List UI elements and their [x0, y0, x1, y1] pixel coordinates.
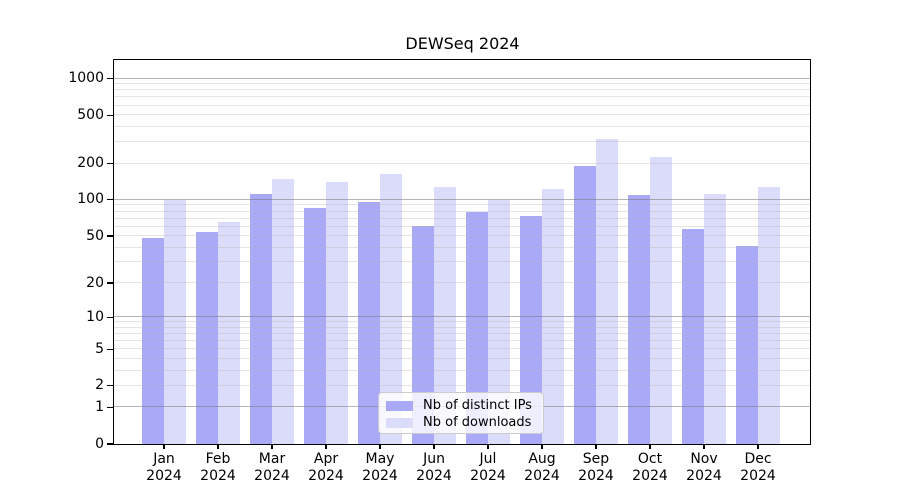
x-tick: [649, 445, 651, 449]
bar-downloads: [542, 189, 564, 444]
bar-distinct-ips: [358, 201, 380, 444]
x-tick-label: Dec 2024: [740, 451, 776, 484]
x-tick: [541, 445, 543, 449]
x-tick: [325, 445, 327, 449]
legend-item-downloads: Nb of downloads: [386, 415, 535, 431]
bar-distinct-ips: [520, 215, 542, 444]
x-tick-label: May 2024: [362, 451, 398, 484]
x-tick-label: Nov 2024: [686, 451, 722, 484]
bar-downloads: [650, 157, 672, 444]
x-tick-label: Oct 2024: [632, 451, 668, 484]
legend-item-distinct-ips: Nb of distinct IPs: [386, 398, 535, 414]
bar-downloads: [596, 139, 618, 444]
x-tick: [379, 445, 381, 449]
x-tick: [757, 445, 759, 449]
bars-layer: [114, 60, 810, 444]
bar-downloads: [380, 173, 402, 444]
bar-downloads: [164, 199, 186, 444]
x-tick: [487, 445, 489, 449]
x-tick: [163, 445, 165, 449]
x-tick-label: Jan 2024: [146, 451, 182, 484]
y-tick-label: 2: [95, 377, 104, 394]
plot-area: Nb of distinct IPs Nb of downloads: [113, 59, 811, 445]
y-tick-label: 20: [86, 274, 104, 291]
x-tick-label: Feb 2024: [200, 451, 236, 484]
x-tick: [217, 445, 219, 449]
y-tick-label: 1000: [68, 70, 104, 86]
x-tick: [595, 445, 597, 449]
bar-downloads: [758, 186, 780, 444]
bar-distinct-ips: [412, 225, 434, 444]
bar-downloads: [272, 179, 294, 444]
bar-distinct-ips: [466, 211, 488, 444]
x-tick-label: Aug 2024: [524, 451, 560, 484]
x-tick: [433, 445, 435, 449]
chart-title: DEWSeq 2024: [405, 34, 520, 53]
bar-downloads: [326, 182, 348, 444]
bar-distinct-ips: [736, 246, 758, 444]
bar-distinct-ips: [628, 194, 650, 444]
bar-downloads: [704, 193, 726, 444]
bar-distinct-ips: [142, 238, 164, 444]
y-tick-label: 100: [77, 191, 104, 208]
bar-distinct-ips: [574, 165, 596, 444]
y-tick-label: 500: [77, 106, 104, 123]
y-tick-label: 200: [77, 155, 104, 171]
bar-downloads: [434, 186, 456, 444]
y-tick-label: 10: [86, 308, 104, 325]
bar-distinct-ips: [304, 207, 326, 444]
legend-swatch-distinct-ips: [386, 401, 413, 411]
y-tick-label: 50: [86, 227, 104, 244]
legend: Nb of distinct IPs Nb of downloads: [378, 392, 544, 434]
bar-downloads: [218, 222, 240, 444]
y-tick-label: 0: [95, 435, 104, 452]
y-tick-label: 1: [95, 398, 104, 415]
bar-distinct-ips: [250, 194, 272, 444]
x-tick-label: Mar 2024: [254, 451, 290, 484]
legend-label-downloads: Nb of downloads: [423, 415, 532, 430]
legend-label-distinct-ips: Nb of distinct IPs: [423, 398, 532, 413]
legend-swatch-downloads: [386, 418, 413, 428]
x-tick: [271, 445, 273, 449]
bar-downloads: [488, 199, 510, 444]
x-tick-label: Sep 2024: [578, 451, 614, 484]
x-tick: [703, 445, 705, 449]
bar-distinct-ips: [682, 229, 704, 444]
x-tick-label: Jun 2024: [416, 451, 452, 484]
x-tick-label: Apr 2024: [308, 451, 344, 484]
y-tick-label: 5: [95, 340, 104, 357]
x-tick-label: Jul 2024: [470, 451, 506, 484]
bar-distinct-ips: [196, 232, 218, 444]
